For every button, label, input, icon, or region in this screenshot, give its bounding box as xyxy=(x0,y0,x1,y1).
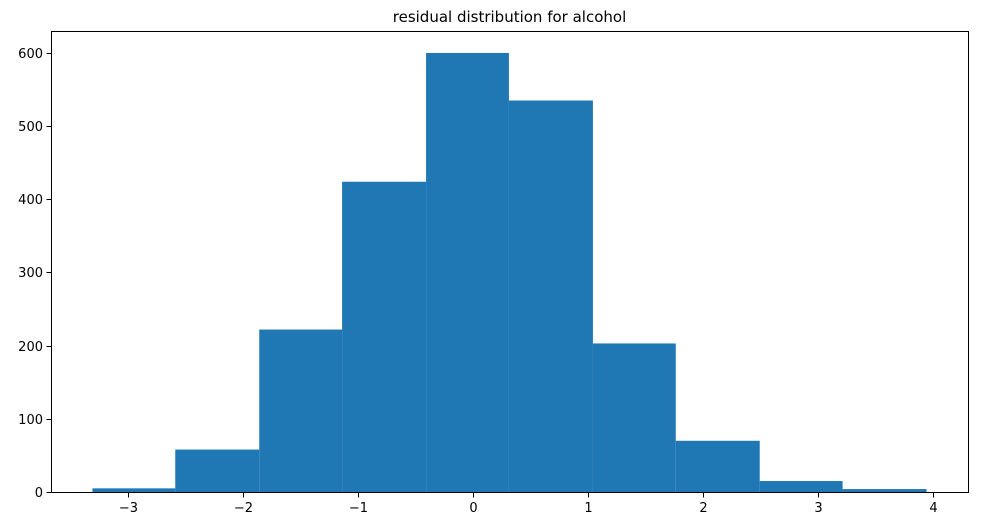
histogram-bar-0 xyxy=(92,488,176,492)
x-tick-label-7: 4 xyxy=(929,501,937,516)
x-tick-label-5: 2 xyxy=(699,501,707,516)
y-tick-label-6: 600 xyxy=(18,47,43,62)
x-tick-label-1: −2 xyxy=(234,501,253,516)
y-tick-label-0: 0 xyxy=(35,486,43,501)
histogram-bar-7 xyxy=(675,440,760,492)
histogram-bar-3 xyxy=(342,181,427,492)
y-tick-label-4: 400 xyxy=(18,193,43,208)
histogram-bar-6 xyxy=(592,343,676,492)
y-tick-label-2: 200 xyxy=(18,340,43,355)
histogram-bars xyxy=(92,52,927,493)
histogram-bar-9 xyxy=(842,489,927,492)
x-tick-label-4: 1 xyxy=(584,501,592,516)
chart-title: residual distribution for alcohol xyxy=(393,8,626,26)
histogram-bar-8 xyxy=(759,481,843,492)
histogram-bar-2 xyxy=(259,329,343,492)
y-axis: 0 100 200 300 400 500 600 xyxy=(18,47,52,501)
histogram-bar-1 xyxy=(175,449,260,492)
x-axis: −3 −2 −1 0 1 2 3 4 xyxy=(119,492,938,516)
x-tick-label-2: −1 xyxy=(349,501,368,516)
plot-frame xyxy=(51,31,969,493)
x-tick-label-6: 3 xyxy=(814,501,822,516)
x-tick-label-3: 0 xyxy=(469,501,477,516)
y-tick-label-1: 100 xyxy=(18,413,43,428)
histogram-bar-4 xyxy=(426,52,509,492)
x-tick-label-0: −3 xyxy=(119,501,138,516)
y-tick-label-5: 500 xyxy=(18,120,43,135)
histogram-bar-5 xyxy=(508,100,593,493)
y-tick-label-3: 300 xyxy=(18,266,43,281)
